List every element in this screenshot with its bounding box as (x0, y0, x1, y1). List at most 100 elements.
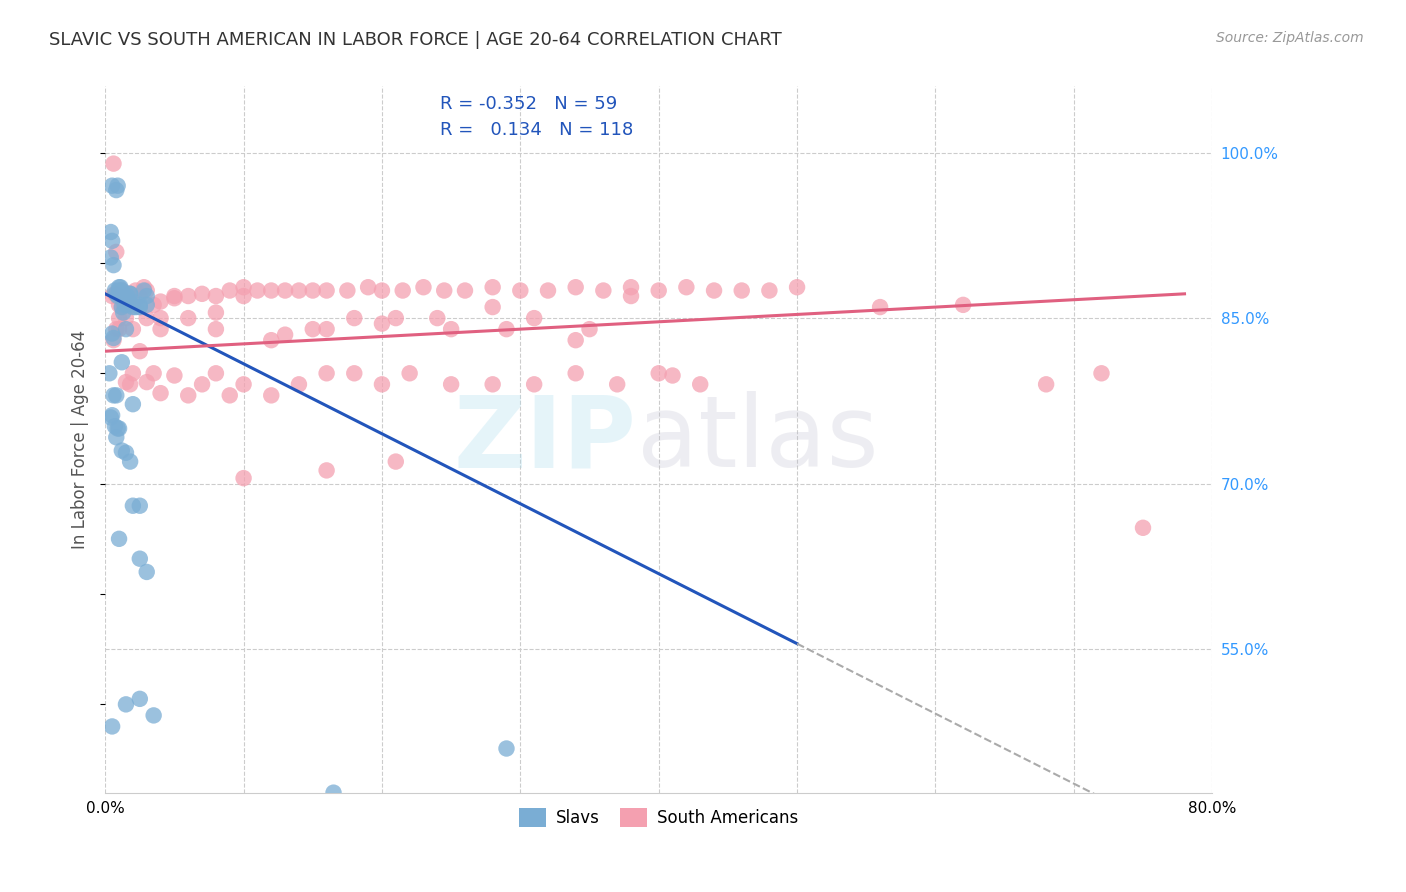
Point (205, 305, 228, 319)
Point (128, 289, 150, 303)
Point (758, 284, 780, 298)
Point (128, 499, 150, 513)
Point (122, 298, 145, 312)
Point (703, 284, 725, 298)
Point (120, 286, 142, 301)
Point (135, 289, 157, 303)
Point (105, 322, 128, 336)
Text: R =   0.134   N = 118: R = 0.134 N = 118 (440, 121, 633, 139)
Point (132, 280, 155, 294)
Point (105, 183, 128, 197)
Point (232, 289, 254, 303)
Point (107, 289, 129, 303)
Point (128, 691, 150, 706)
Point (115, 322, 138, 336)
Point (104, 419, 127, 434)
Point (122, 366, 145, 380)
Point (163, 368, 186, 383)
Point (107, 421, 129, 435)
Legend: Slavs, South Americans: Slavs, South Americans (513, 801, 804, 834)
Point (117, 289, 139, 303)
Point (103, 331, 125, 345)
Point (101, 326, 124, 341)
Point (108, 298, 131, 312)
Point (104, 284, 127, 298)
Point (135, 565, 157, 579)
Point (385, 311, 408, 326)
Point (371, 317, 394, 331)
Point (315, 463, 337, 477)
Point (218, 284, 240, 298)
Point (98, 366, 121, 380)
Point (385, 454, 408, 468)
Point (205, 366, 228, 380)
Point (523, 377, 546, 392)
Point (509, 284, 531, 298)
Point (117, 298, 139, 312)
Point (120, 454, 142, 468)
Point (371, 377, 394, 392)
Point (149, 311, 172, 326)
Point (232, 280, 254, 294)
Point (105, 430, 128, 444)
Point (564, 333, 586, 347)
Point (315, 366, 337, 380)
Point (433, 284, 456, 298)
Point (260, 284, 283, 298)
Point (103, 258, 125, 272)
Point (952, 298, 974, 312)
Point (288, 284, 311, 298)
Point (128, 298, 150, 312)
Point (1132, 521, 1154, 535)
Point (606, 377, 628, 392)
Point (101, 178, 124, 193)
Point (301, 284, 323, 298)
Point (111, 443, 134, 458)
Point (315, 322, 337, 336)
Point (128, 344, 150, 359)
Point (481, 300, 503, 314)
Point (343, 366, 366, 380)
Point (104, 286, 127, 301)
Point (481, 377, 503, 392)
Point (592, 284, 614, 298)
Point (114, 298, 136, 312)
Point (122, 300, 145, 314)
Point (786, 280, 808, 294)
Point (103, 156, 125, 170)
Point (232, 377, 254, 392)
Point (288, 377, 311, 392)
Point (120, 286, 142, 301)
Point (731, 284, 754, 298)
Point (108, 421, 131, 435)
Point (115, 698, 138, 712)
Point (115, 311, 138, 326)
Point (111, 284, 134, 298)
Point (177, 311, 200, 326)
Point (371, 284, 394, 298)
Point (149, 322, 172, 336)
Point (115, 446, 138, 460)
Point (412, 280, 434, 294)
Point (110, 280, 132, 294)
Point (454, 284, 477, 298)
Point (122, 322, 145, 336)
Point (103, 333, 125, 347)
Point (108, 280, 131, 294)
Point (100, 410, 122, 425)
Point (122, 397, 145, 411)
Point (122, 294, 145, 309)
Point (108, 284, 131, 298)
Point (869, 300, 891, 314)
Point (398, 366, 420, 380)
Point (205, 322, 228, 336)
Point (260, 388, 283, 402)
Point (122, 499, 145, 513)
Point (124, 284, 146, 298)
Text: atlas: atlas (637, 391, 879, 488)
Point (115, 291, 138, 305)
Point (336, 284, 359, 298)
Point (111, 284, 134, 298)
Point (120, 377, 142, 392)
Point (1035, 377, 1057, 392)
